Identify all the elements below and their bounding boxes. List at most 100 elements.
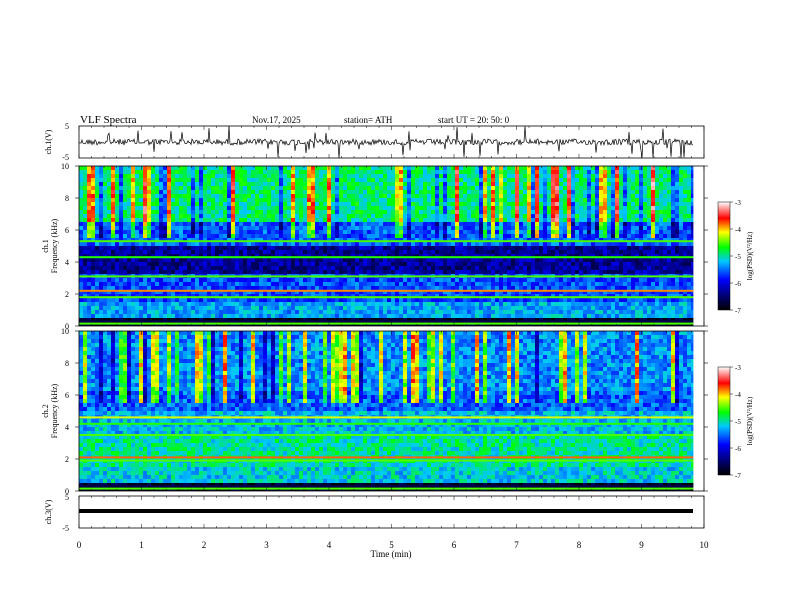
- spectrogram-cell: [483, 214, 487, 218]
- spectrogram-cell: [483, 182, 487, 186]
- spectrogram-cell: [159, 294, 163, 298]
- spectrogram-cell: [275, 222, 279, 226]
- spectrogram-cell: [375, 206, 379, 210]
- spectrogram-cell: [203, 166, 207, 170]
- spectrogram-cell: [675, 246, 679, 250]
- spectrogram-cell: [551, 210, 555, 214]
- spectrogram-cell: [211, 194, 215, 198]
- spectrogram-cell: [487, 218, 491, 222]
- spectrogram-cell: [179, 242, 183, 246]
- spectrogram-cell: [83, 246, 87, 250]
- spectrogram-cell: [259, 238, 263, 242]
- spectrogram-cell: [603, 226, 607, 230]
- spectrogram-cell: [523, 202, 527, 206]
- spectrogram-cell: [655, 202, 659, 206]
- spectrogram-cell: [195, 202, 199, 206]
- spectrogram-cell: [415, 166, 419, 170]
- spectrogram-cell: [259, 242, 263, 246]
- spectrogram-cell: [491, 166, 495, 170]
- spectrogram-cell: [579, 290, 583, 294]
- spectrogram-cell: [375, 182, 379, 186]
- spectrogram-cell: [179, 178, 183, 182]
- spectrogram-cell: [119, 290, 123, 294]
- spectrogram-cell: [615, 242, 619, 246]
- spectrogram-cell: [491, 262, 495, 266]
- spectrogram-cell: [191, 238, 195, 242]
- spectrogram-cell: [523, 170, 527, 174]
- spectrogram-cell: [535, 266, 539, 270]
- spectrogram-cell: [139, 242, 143, 246]
- spectrogram-cell: [663, 194, 667, 198]
- spectrogram-cell: [83, 234, 87, 238]
- spectrogram-cell: [419, 174, 423, 178]
- spectrogram-cell: [223, 294, 227, 298]
- spectrogram-cell: [639, 290, 643, 294]
- spectrogram-cell: [191, 226, 195, 230]
- spectrogram-cell: [87, 246, 91, 250]
- spectrogram-cell: [611, 246, 615, 250]
- spectrogram-cell: [507, 230, 511, 234]
- spectrogram-cell: [379, 270, 383, 274]
- spectrogram-cell: [427, 210, 431, 214]
- spectrogram-cell: [355, 234, 359, 238]
- spectrogram-cell: [571, 262, 575, 266]
- spectrogram-cell: [295, 238, 299, 242]
- spectrogram-cell: [319, 170, 323, 174]
- spectrogram-cell: [147, 262, 151, 266]
- spectrogram-cell: [155, 266, 159, 270]
- spectrogram-cell: [655, 174, 659, 178]
- spectrogram-cell: [227, 186, 231, 190]
- spectrogram-cell: [79, 270, 83, 274]
- spectrogram-cell: [595, 254, 599, 258]
- spectrogram-cell: [139, 218, 143, 222]
- spectrogram-cell: [267, 222, 271, 226]
- spectrogram-cell: [335, 290, 339, 294]
- spectrogram-cell: [391, 238, 395, 242]
- spectrogram-cell: [679, 166, 683, 170]
- spectrogram-cell: [235, 198, 239, 202]
- spectrogram-cell: [651, 226, 655, 230]
- spectrogram-cell: [315, 210, 319, 214]
- spectrogram-cell: [483, 210, 487, 214]
- spectrogram-cell: [447, 230, 451, 234]
- spectrogram-cell: [583, 170, 587, 174]
- spectrogram-cell: [179, 226, 183, 230]
- spectrogram-cell: [219, 282, 223, 286]
- spectrogram-cell: [511, 226, 515, 230]
- spectrogram-cell: [303, 250, 307, 254]
- spectrogram-cell: [507, 250, 511, 254]
- spectrogram-cell: [151, 250, 155, 254]
- spectrogram-cell: [175, 294, 179, 298]
- spectrogram-cell: [159, 258, 163, 262]
- spectrogram-cell: [363, 174, 367, 178]
- spectrogram-cell: [111, 222, 115, 226]
- spectrogram-cell: [551, 250, 555, 254]
- spectrogram-cell: [607, 206, 611, 210]
- spectrogram-cell: [599, 202, 603, 206]
- spectrogram-cell: [619, 214, 623, 218]
- spectrogram-cell: [439, 194, 443, 198]
- spectrogram-cell: [339, 186, 343, 190]
- spectrogram-cell: [627, 258, 631, 262]
- spectrogram-cell: [439, 254, 443, 258]
- spectrogram-cell: [587, 266, 591, 270]
- spectrogram-cell: [551, 214, 555, 218]
- spectrogram-cell: [103, 262, 107, 266]
- spectrogram-cell: [87, 262, 91, 266]
- spectrogram-cell: [83, 174, 87, 178]
- spectrogram-cell: [307, 246, 311, 250]
- spectrogram-cell: [575, 266, 579, 270]
- spectrogram-cell: [451, 218, 455, 222]
- spectrogram-cell: [583, 226, 587, 230]
- spectrogram-cell: [331, 262, 335, 266]
- spectrogram-cell: [359, 262, 363, 266]
- spectrogram-cell: [307, 194, 311, 198]
- spectrogram-cell: [575, 226, 579, 230]
- spectrogram-cell: [607, 218, 611, 222]
- spectrogram-cell: [419, 198, 423, 202]
- spectrogram-cell: [211, 242, 215, 246]
- spectrogram-cell: [127, 290, 131, 294]
- spectrogram-cell: [527, 262, 531, 266]
- spectrogram-cell: [167, 226, 171, 230]
- spectrogram-cell: [671, 194, 675, 198]
